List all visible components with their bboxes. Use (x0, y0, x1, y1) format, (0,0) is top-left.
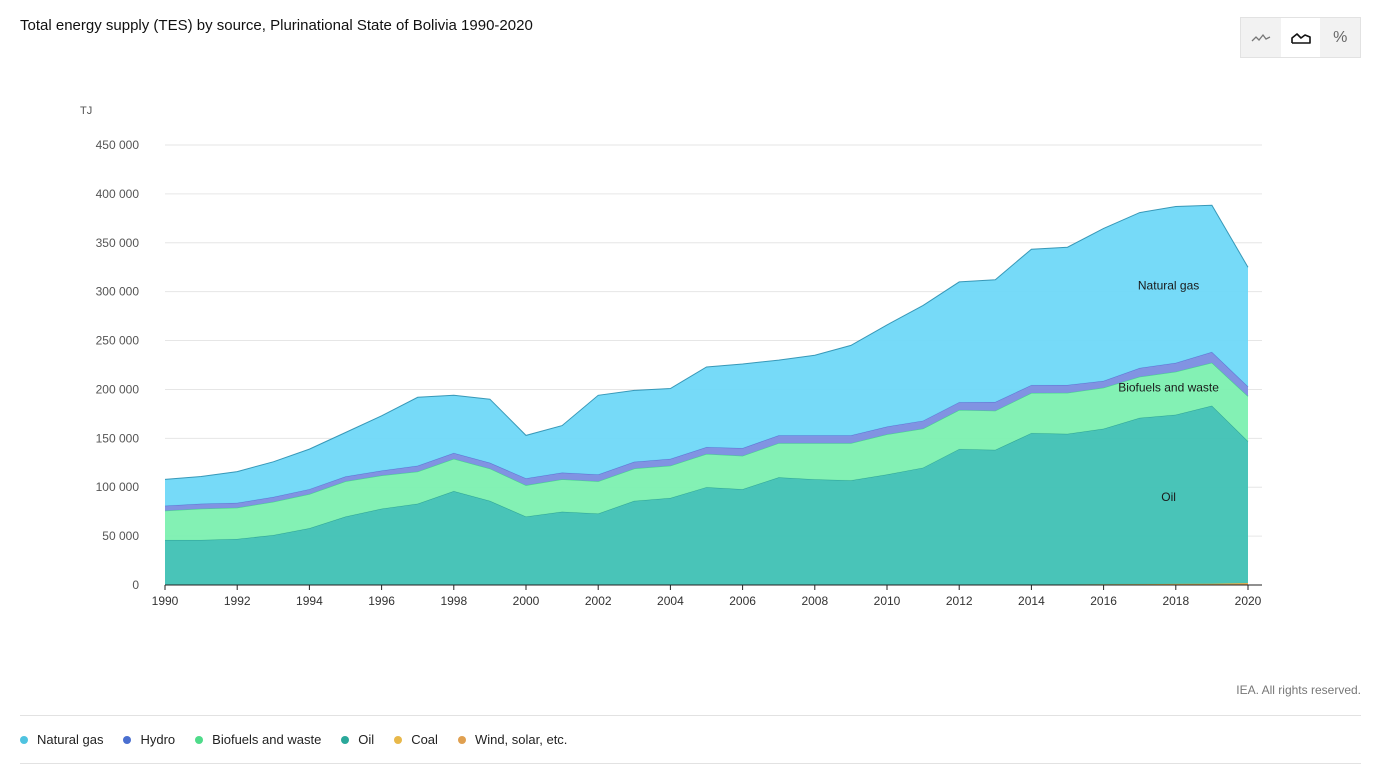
chart-view-toggle-group: % (1240, 17, 1361, 58)
line-chart-icon (1251, 33, 1271, 41)
area-biofuels-and-waste (165, 362, 1248, 540)
area-oil (165, 405, 1248, 585)
wind-solar-swatch-icon (457, 735, 466, 744)
area-chart: 0 50 000 100 000 150 000 200 000 250 000 300 0… (80, 105, 1262, 608)
area-chart-toggle-button[interactable] (1280, 18, 1321, 57)
legend-label: Wind, solar, etc. (474, 732, 568, 747)
x-tick-label: 2014 (1018, 594, 1045, 608)
chart-title: Total energy supply (TES) by source, Plu… (20, 17, 533, 34)
x-tick-label: 1996 (368, 594, 395, 608)
legend-label: Oil (358, 732, 375, 747)
x-tick-label: 2006 (729, 594, 756, 608)
copyright-credit: IEA. All rights reserved. (1236, 683, 1361, 697)
x-tick-label: 2008 (801, 594, 828, 608)
coal-swatch-icon (394, 735, 403, 744)
series-annotation: Natural gas (1138, 279, 1199, 293)
x-tick-label: 1994 (296, 594, 323, 608)
legend-item-biofuels-and-waste[interactable]: Biofuels and waste (195, 732, 321, 747)
x-tick-label: 2012 (946, 594, 973, 608)
area-natural-gas (165, 205, 1248, 506)
y-tick-label: 0 (132, 578, 139, 592)
legend-item-oil[interactable]: Oil (341, 732, 374, 747)
legend-item-wind-solar[interactable]: Wind, solar, etc. (457, 732, 568, 747)
area-chart-icon (1290, 32, 1311, 44)
y-tick-label: 200 000 (96, 382, 140, 396)
percent-icon: % (1333, 28, 1348, 46)
percent-toggle-button[interactable]: % (1320, 18, 1360, 57)
x-tick-label: 2004 (657, 594, 684, 608)
y-tick-label: 150 000 (96, 431, 140, 445)
x-tick-label: 1992 (224, 594, 251, 608)
y-tick-label: 300 000 (96, 285, 140, 299)
x-tick-label: 1990 (152, 594, 179, 608)
series-annotation: Biofuels and waste (1118, 380, 1219, 394)
y-tick-label: 250 000 (96, 334, 140, 348)
line-chart-toggle-button[interactable] (1241, 18, 1281, 57)
legend-label: Natural gas (37, 732, 104, 747)
y-tick-label: 400 000 (96, 187, 140, 201)
legend-divider (20, 715, 1361, 716)
y-axis-label: TJ (80, 105, 92, 117)
x-tick-label: 2010 (874, 594, 901, 608)
x-tick-label: 2000 (513, 594, 540, 608)
chart-legend: Natural gas Hydro Biofuels and waste Oil… (20, 732, 587, 747)
y-tick-label: 100 000 (96, 480, 140, 494)
legend-label: Biofuels and waste (212, 732, 322, 747)
x-tick-label: 2016 (1090, 594, 1117, 608)
y-tick-label: 350 000 (96, 236, 140, 250)
x-tick-label: 2020 (1235, 594, 1262, 608)
x-tick-label: 2002 (585, 594, 612, 608)
legend-item-natural-gas[interactable]: Natural gas (20, 732, 103, 747)
x-tick-label: 1998 (440, 594, 467, 608)
legend-item-coal[interactable]: Coal (394, 732, 438, 747)
oil-swatch-icon (341, 735, 350, 744)
natural-gas-swatch-icon (20, 735, 28, 744)
y-tick-label: 450 000 (96, 138, 140, 152)
legend-label: Coal (411, 732, 438, 747)
legend-item-hydro[interactable]: Hydro (123, 732, 175, 747)
legend-label: Hydro (140, 732, 176, 747)
x-tick-label: 2018 (1162, 594, 1189, 608)
hydro-swatch-icon (123, 735, 132, 744)
y-tick-label: 50 000 (102, 529, 139, 543)
biofuels-swatch-icon (195, 735, 204, 744)
line-natural-gas (164, 204, 1249, 480)
bottom-divider (20, 763, 1361, 764)
series-annotation: Oil (1161, 490, 1176, 504)
